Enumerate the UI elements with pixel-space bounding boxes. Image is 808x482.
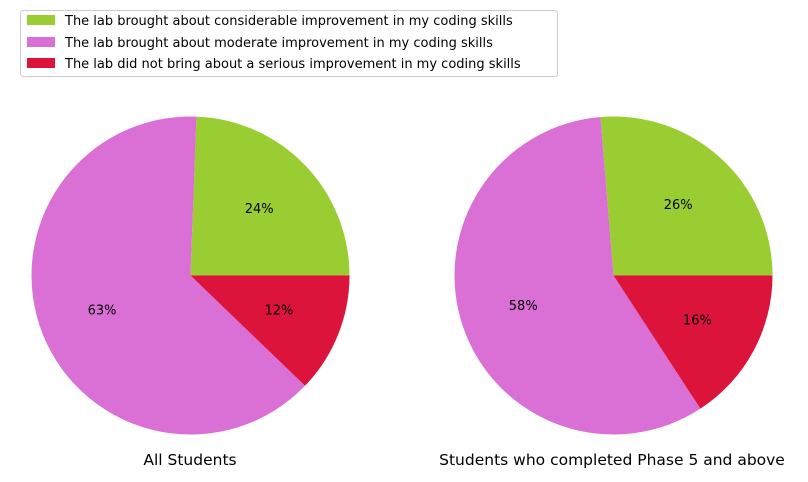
chart-title-phase5-students: Students who completed Phase 5 and above: [439, 451, 785, 469]
legend-frame: [20, 10, 558, 77]
legend-swatch-considerable: [27, 15, 55, 25]
slice-moderate: [31, 116, 306, 435]
slice-moderate: [454, 117, 701, 435]
legend-swatch-moderate: [27, 37, 55, 47]
legend: The lab brought about considerable impro…: [20, 10, 558, 77]
slice-considerable-label: 26%: [664, 198, 693, 213]
pie-chart-all-students: 24% 63% 12%: [31, 116, 350, 435]
slice-moderate-label: 63%: [88, 304, 117, 319]
slice-moderate-label: 58%: [509, 299, 538, 314]
legend-label-considerable: The lab brought about considerable impro…: [64, 14, 513, 29]
slice-no-improvement-label: 12%: [265, 304, 294, 319]
pie-chart-phase5-students: 26% 58% 16%: [454, 116, 773, 435]
legend-label-no-improvement: The lab did not bring about a serious im…: [64, 57, 521, 72]
slice-no-improvement: [190, 275, 350, 386]
slice-considerable: [600, 116, 773, 276]
slice-considerable-label: 24%: [245, 202, 274, 217]
slice-no-improvement: [613, 275, 773, 409]
slice-considerable: [190, 116, 350, 276]
chart-title-all-students: All Students: [143, 451, 236, 469]
slice-no-improvement-label: 16%: [683, 313, 712, 328]
legend-label-moderate: The lab brought about moderate improveme…: [64, 36, 493, 51]
legend-swatch-no-improvement: [27, 58, 55, 68]
